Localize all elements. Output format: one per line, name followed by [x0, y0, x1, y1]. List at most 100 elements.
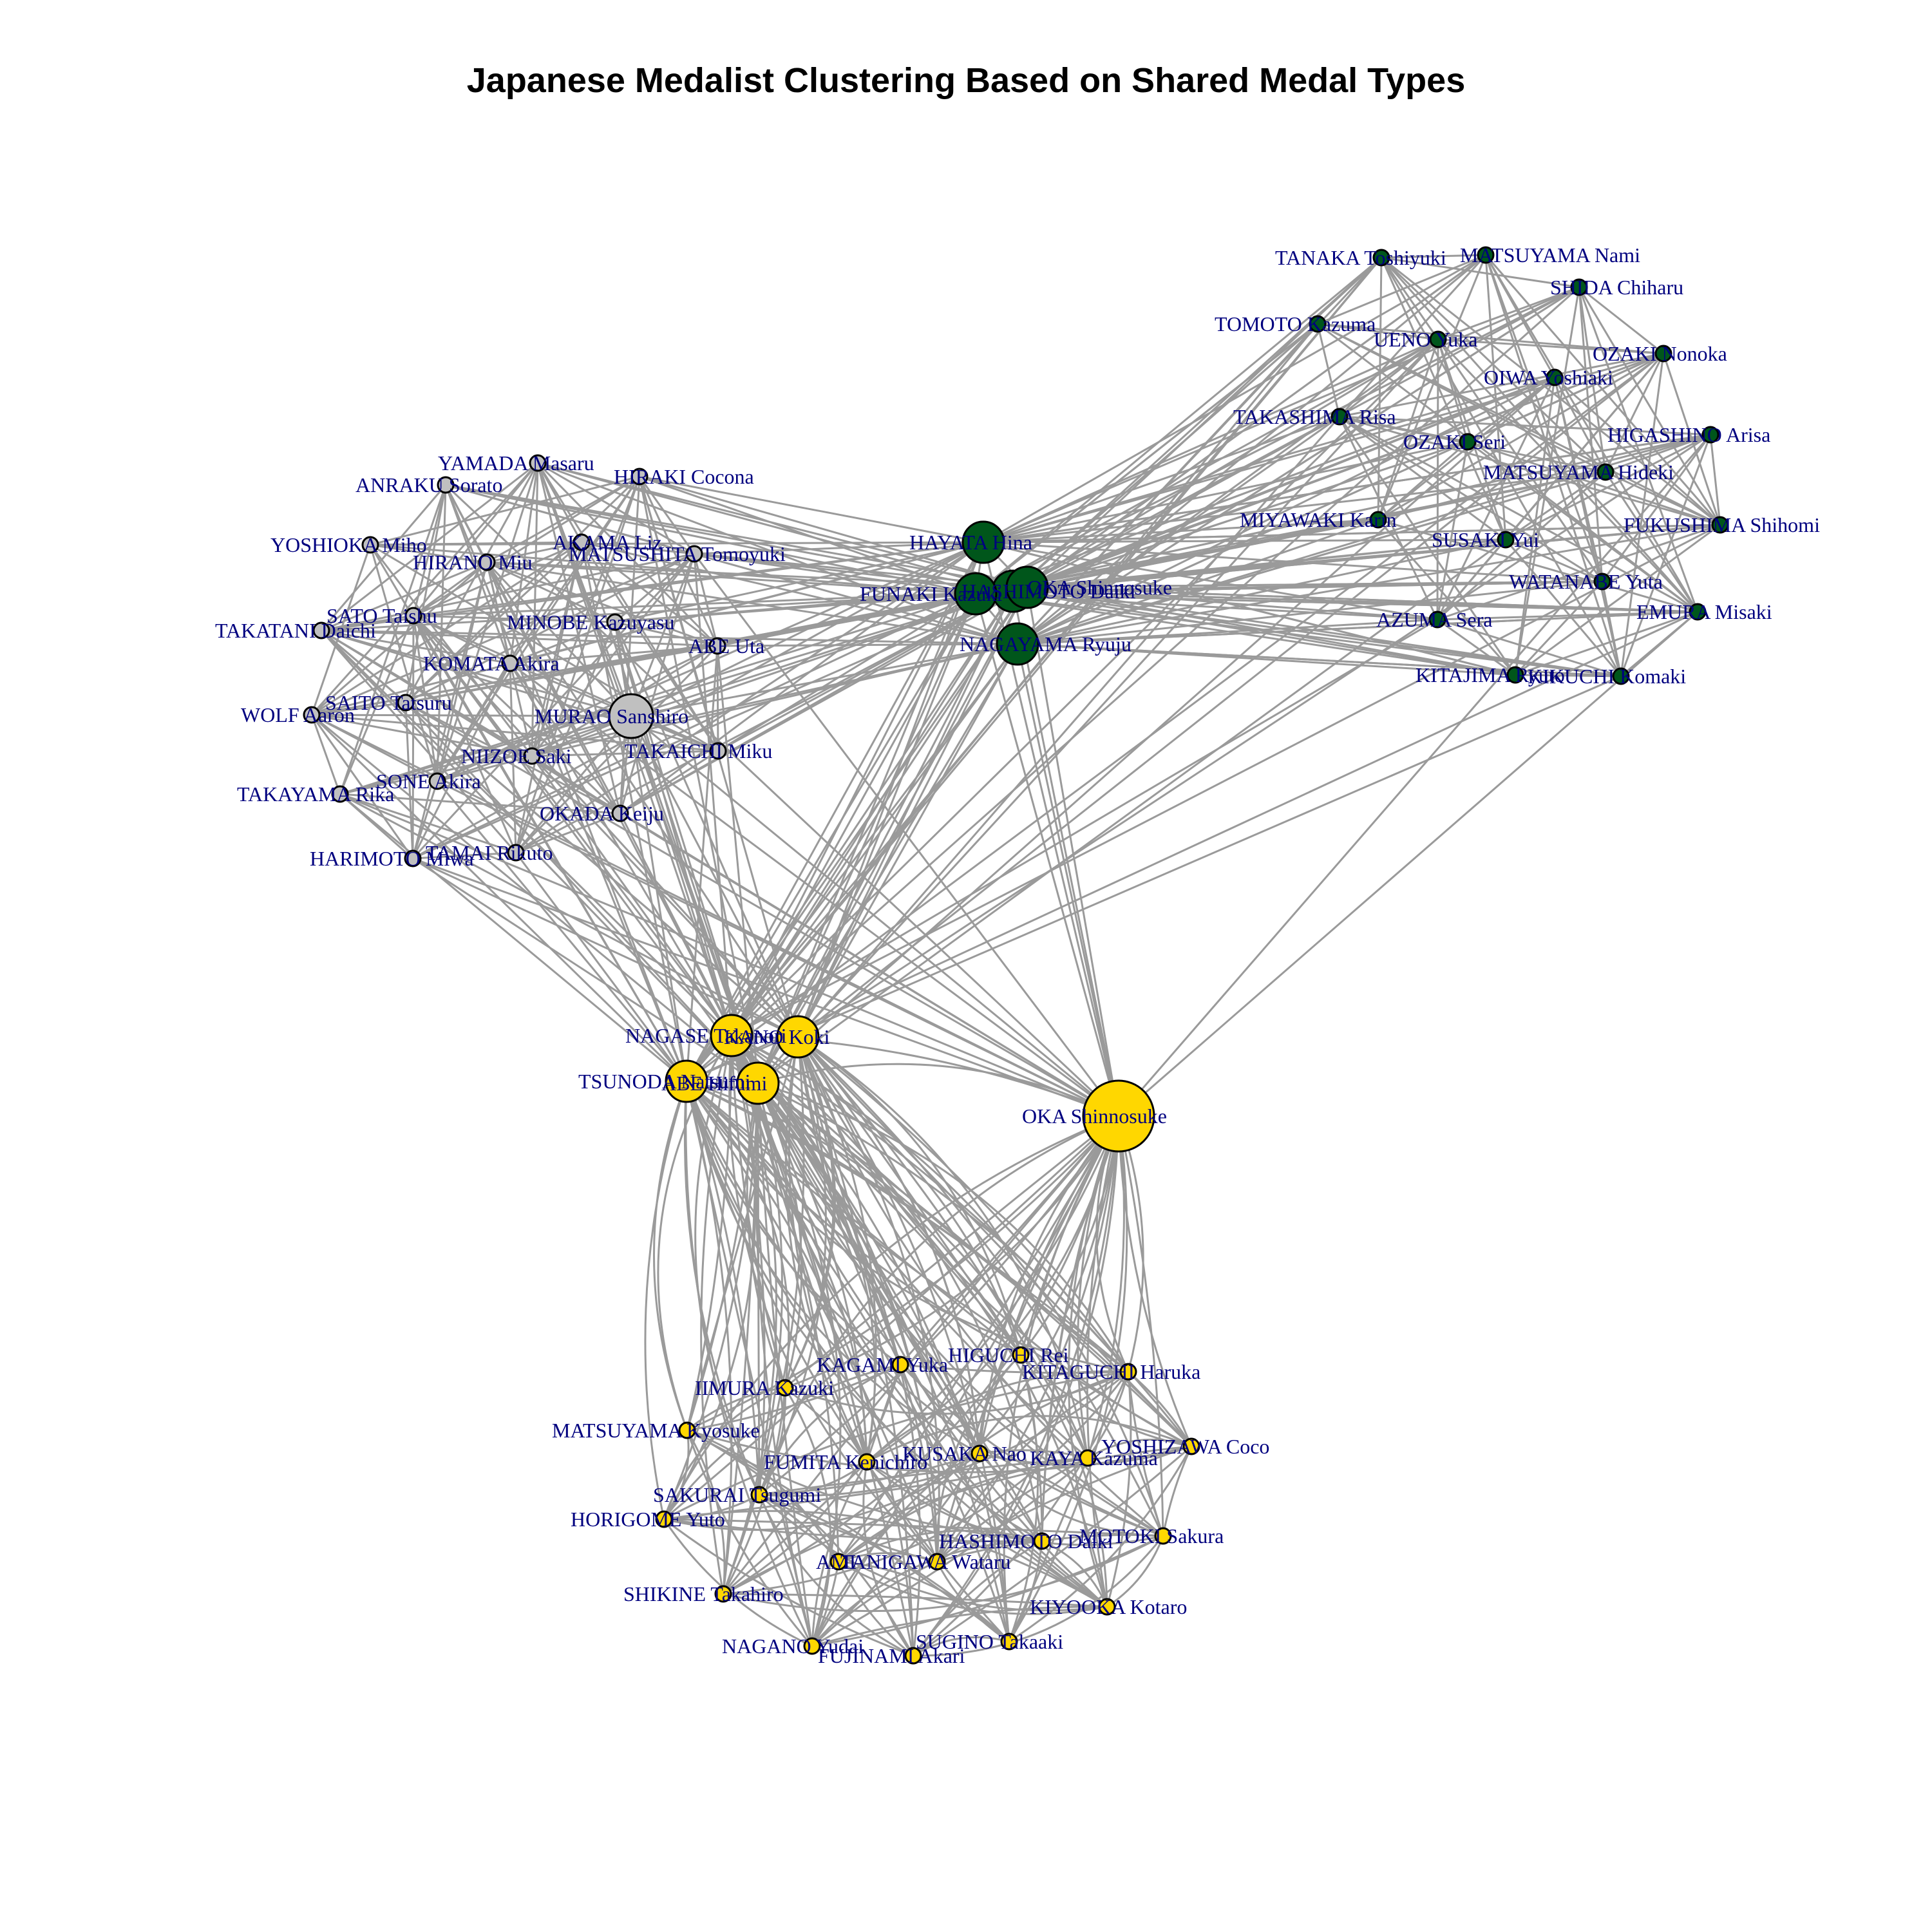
- graph-edge: [1601, 434, 1712, 582]
- graph-edge: [620, 812, 1119, 1117]
- graph-edge: [1003, 1115, 1120, 1642]
- node-label: EMURA Misaki: [1636, 600, 1772, 623]
- graph-edge: [838, 1552, 938, 1563]
- graph-edge: [1339, 415, 1711, 436]
- graph-edge: [1009, 1446, 1193, 1643]
- node-label: HIRANO Miu: [413, 551, 533, 574]
- graph-edge: [757, 1082, 1193, 1448]
- node-label: FUKUSHIMA Shihomi: [1624, 513, 1820, 536]
- edge-layer: [310, 254, 1721, 1657]
- node-circle: [404, 849, 422, 867]
- graph-edge: [515, 542, 583, 853]
- node-label: KANO Koki: [724, 1025, 830, 1048]
- node-label: TSUNODA Natsumi: [578, 1070, 751, 1093]
- graph-edge: [310, 714, 341, 795]
- node-label: KAGAMI Yuka: [817, 1353, 948, 1376]
- node-label: KUSAKA Nao: [902, 1442, 1027, 1465]
- node-label: MIYAWAKI Karin: [1240, 508, 1397, 531]
- graph-edge: [1605, 471, 1721, 526]
- graph-edge: [983, 541, 1438, 621]
- graph-edge: [757, 376, 1555, 1084]
- graph-edge: [1027, 518, 1379, 589]
- graph-edge: [663, 1518, 914, 1657]
- node-label: NAGANO Yudai: [722, 1634, 864, 1658]
- node-label: MURAO Sanshiro: [535, 705, 688, 728]
- graph-edge: [746, 1083, 786, 1388]
- graph-edge: [531, 462, 539, 757]
- node-label: HIGUCHI Rei: [948, 1343, 1069, 1367]
- graph-edge: [784, 1036, 938, 1562]
- graph-edge: [369, 544, 439, 782]
- graph-edge: [700, 1035, 733, 1595]
- node-circle: [1593, 573, 1611, 591]
- graph-edge: [693, 553, 733, 1036]
- node-circle: [1005, 565, 1049, 609]
- graph-edge: [723, 1593, 1108, 1608]
- graph-edge: [531, 750, 719, 757]
- graph-edge: [685, 1081, 914, 1656]
- node-label: TOMOTO Kazuma: [1215, 312, 1376, 336]
- graph-edge: [437, 541, 984, 782]
- graph-edge: [1017, 618, 1438, 645]
- graph-edge: [757, 587, 1028, 1084]
- graph-edge: [1437, 338, 1664, 355]
- node-label: KOMATA Akira: [423, 652, 560, 675]
- node-circle: [1612, 667, 1630, 685]
- graph-edge: [311, 586, 1028, 716]
- graph-edge: [1017, 611, 1698, 645]
- node-circle: [1654, 345, 1672, 363]
- node-circle: [1497, 531, 1515, 549]
- graph-edge: [685, 1081, 1021, 1356]
- node-circle: [1701, 426, 1719, 444]
- node-circle: [523, 747, 541, 765]
- graph-edge: [412, 592, 976, 860]
- graph-edge: [1578, 286, 1664, 355]
- node-label: ABE Hifumi: [661, 1072, 768, 1095]
- node-label: WOLF Aaron: [241, 703, 355, 726]
- node-label: YOSHIOKA Miho: [270, 533, 427, 556]
- graph-edge: [311, 541, 984, 716]
- node-label: YAMADA Masaru: [438, 451, 594, 475]
- node-label: FUMITA Kenichiro: [764, 1450, 927, 1473]
- graph-edge: [685, 1081, 1129, 1373]
- graph-edge: [1027, 586, 1516, 676]
- graph-edge: [536, 462, 621, 814]
- graph-edge: [731, 618, 1438, 1037]
- graph-edge: [687, 1387, 786, 1432]
- graph-edge: [1604, 353, 1665, 473]
- graph-edge: [797, 433, 1711, 1038]
- node-circle: [1079, 1449, 1097, 1467]
- graph-edge: [1027, 580, 1603, 589]
- graph-edge: [1601, 581, 1622, 677]
- graph-edge: [412, 586, 1028, 860]
- graph-title: Japanese Medalist Clustering Based on Sh…: [467, 61, 1465, 100]
- graph-edge: [975, 323, 1318, 595]
- graph-edge: [685, 1081, 813, 1647]
- graph-edge: [663, 1363, 901, 1520]
- graph-edge: [444, 484, 759, 1084]
- node-label: NAGAYAMA Ryuju: [960, 632, 1132, 656]
- node-circle: [1689, 603, 1707, 621]
- graph-edge: [983, 440, 1468, 544]
- node-circle: [1477, 246, 1495, 264]
- graph-edge: [639, 475, 1028, 589]
- graph-edge: [716, 645, 719, 752]
- graph-edge: [975, 256, 1382, 595]
- node-label: MOTOKI Sakura: [1079, 1524, 1224, 1548]
- graph-edge: [1620, 353, 1665, 677]
- graph-edge: [1381, 254, 1486, 259]
- graph-edge: [1484, 254, 1622, 677]
- node-label: TAKASHIMA Risa: [1233, 405, 1396, 428]
- graph-edge: [1026, 587, 1120, 1117]
- graph-edge: [1017, 376, 1555, 645]
- node-circle: [1154, 1527, 1172, 1545]
- node-label: MATSUYAMA Hideki: [1483, 460, 1674, 484]
- node-label: KITAJIMA Ryuto: [1416, 663, 1565, 687]
- graph-edge: [630, 715, 799, 1037]
- node-circle: [928, 1553, 946, 1571]
- node-circle: [904, 1647, 922, 1665]
- node-circle: [312, 621, 330, 639]
- node-circle: [1119, 1363, 1137, 1381]
- graph-edge: [339, 793, 687, 1083]
